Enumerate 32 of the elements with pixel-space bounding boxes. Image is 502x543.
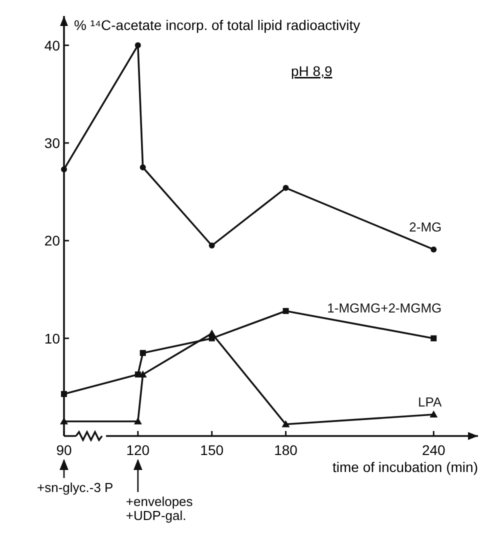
series-label: LPA (418, 394, 442, 410)
text: +envelopes +UDP-gal. (126, 494, 194, 523)
point (430, 335, 437, 342)
point (282, 184, 289, 191)
point (140, 350, 146, 356)
x-tick-label: 180 (274, 442, 298, 458)
point (208, 329, 216, 336)
point (134, 42, 141, 48)
point (61, 166, 67, 172)
point (430, 410, 438, 418)
x-tick-label: 150 (200, 442, 224, 458)
y-tick-label: 40 (44, 37, 60, 54)
point (430, 246, 437, 252)
point (208, 242, 215, 249)
x-tick-label: 240 (422, 442, 446, 458)
point (282, 308, 289, 314)
point (134, 417, 142, 424)
y-tick-label: 20 (44, 232, 60, 249)
x-tick-label: 120 (126, 442, 150, 458)
annotation: pH 8,9 (291, 63, 332, 79)
series-label: 2-MG (409, 219, 442, 234)
point (140, 164, 146, 170)
point (138, 370, 147, 378)
series-label: 1-MGMG+2-MGMG (327, 300, 442, 316)
x-axis-title: time of incubation (min) (332, 459, 478, 475)
y-tick-label: 10 (44, 330, 60, 346)
x-tick-label: 90 (56, 442, 72, 458)
y-tick-label: 30 (44, 134, 60, 151)
point (61, 391, 67, 397)
text: +sn-glyc.-3 P (37, 480, 114, 495)
point (282, 420, 290, 428)
y-axis-title: % ¹⁴C-acetate incorp. of total lipid radioactivity (74, 17, 360, 33)
